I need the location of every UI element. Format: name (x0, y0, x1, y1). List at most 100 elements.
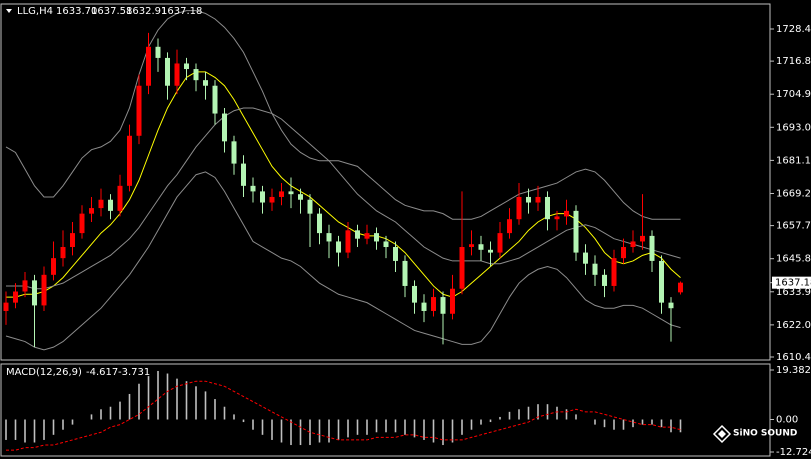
candle-body (146, 46, 151, 86)
y-tick-label: 1716.85 (776, 56, 811, 67)
candle-body (355, 230, 360, 239)
candle-body (630, 241, 636, 248)
candle-body (497, 233, 503, 253)
low-label: 1632.91 (126, 6, 167, 17)
candle-body (212, 85, 218, 114)
candle-body (3, 302, 9, 311)
candle-body (13, 291, 18, 303)
candle-body (136, 85, 142, 136)
candle-body (564, 210, 569, 217)
candle-body (383, 241, 389, 248)
signal-line (6, 380, 681, 451)
close-label: 1637.18 (161, 6, 202, 17)
y-tick-label: 1693.05 (776, 122, 811, 133)
candle-body (174, 63, 180, 86)
candle-body (108, 199, 113, 211)
y-tick-label: 1728.40 (776, 24, 811, 35)
candle-body (98, 199, 104, 209)
y-tick-label: 1657.70 (776, 221, 811, 232)
signal-value: -3.731 (118, 367, 150, 378)
candle-body (440, 297, 446, 314)
open-label: 1633.70 (56, 6, 97, 17)
price-marker-label: 1637.18 (775, 278, 811, 289)
candle-body (393, 247, 398, 261)
candle-body (250, 185, 256, 192)
logo: SiNO SOUND (712, 424, 797, 444)
macd-value: -4.617 (86, 367, 118, 378)
y-tick-label: 1610.45 (776, 352, 811, 363)
main-plot (3, 10, 683, 351)
candle-body (611, 258, 617, 286)
candle-body (450, 288, 455, 314)
candle-body (288, 191, 294, 195)
candle-body (554, 216, 560, 220)
main-panel-frame (0, 3, 771, 361)
menu-triangle[interactable] (6, 9, 12, 13)
candle-body (507, 219, 512, 234)
candle-body (526, 196, 531, 203)
candle-body (32, 280, 37, 306)
candle-body (592, 263, 598, 275)
candle-body (203, 80, 208, 86)
candle-body (298, 194, 303, 200)
y-tick-label: 1669.25 (776, 188, 811, 199)
candle-body (193, 69, 199, 81)
candle-body (60, 247, 66, 259)
candle-body (640, 235, 645, 242)
candle-body (336, 241, 341, 253)
candle-body (279, 191, 284, 197)
y-tick-label: 19.382 (776, 365, 811, 376)
high-label: 1637.58 (91, 6, 132, 17)
candle-body (516, 196, 522, 220)
macd-panel-frame (0, 363, 771, 457)
candle-body (184, 63, 189, 70)
candle-body (431, 297, 436, 311)
candle-body (659, 260, 664, 303)
bollinger-band (5, 10, 681, 220)
candle-body (421, 302, 427, 311)
candle-body (402, 260, 408, 286)
price-marker (772, 276, 811, 289)
macd-label: MACD(12,26,9) (6, 367, 82, 378)
candle-body (41, 274, 47, 306)
bollinger-band (6, 107, 681, 290)
symbol: LLG,H4 (17, 6, 53, 17)
candle-body (307, 199, 313, 214)
candle-body (326, 233, 332, 242)
candle-body (317, 213, 322, 234)
candle-body (51, 258, 56, 275)
candle-body (222, 113, 227, 142)
candle-body (165, 57, 170, 86)
moving-average (6, 71, 681, 298)
watermark: SiNO SOUND (733, 429, 797, 439)
candle-body (117, 185, 123, 211)
candle-body (260, 191, 265, 203)
candle-body (573, 210, 579, 253)
candle-body (374, 233, 379, 242)
candle-body (412, 285, 417, 303)
candle-body (127, 135, 132, 186)
candle-body (70, 233, 75, 248)
candle-body (478, 244, 484, 250)
candle-body (488, 249, 493, 253)
candle-body (545, 196, 550, 220)
y-tick-label: 1645.80 (776, 254, 811, 265)
candle-body (79, 213, 85, 234)
y-tick-label: -12.724 (776, 447, 811, 458)
candle-body (155, 46, 161, 58)
candle-body (22, 280, 28, 292)
y-tick-label: 1633.90 (776, 287, 811, 298)
candle-body (269, 196, 275, 203)
candle-body (231, 141, 237, 164)
y-tick-label: 0.00 (776, 415, 798, 426)
candle-body (469, 244, 474, 248)
candle-body (668, 302, 674, 309)
y-tick-label: 1704.95 (776, 89, 811, 100)
bollinger-band (5, 171, 681, 351)
candle-body (345, 230, 351, 253)
candle-body (459, 247, 465, 289)
candle-body (649, 235, 655, 261)
y-tick-label: 1681.15 (776, 155, 811, 166)
candle-body (241, 163, 246, 186)
